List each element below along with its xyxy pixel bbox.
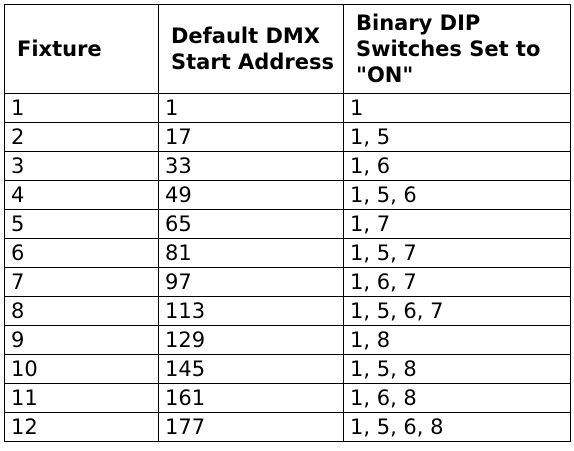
- cell-dip-switches-on: 1: [343, 93, 571, 123]
- cell-dmx-start-address: 33: [158, 151, 344, 181]
- cell-fixture: 12: [4, 412, 159, 442]
- cell-dmx-start-address: 81: [158, 238, 344, 268]
- cell-dmx-start-address: 17: [158, 122, 344, 152]
- dmx-address-table: Fixture Default DMX Start Address Binary…: [4, 4, 571, 442]
- cell-fixture: 10: [4, 354, 159, 384]
- cell-dip-switches-on: 1, 7: [343, 209, 571, 239]
- cell-fixture: 11: [4, 383, 159, 413]
- cell-dmx-start-address: 161: [158, 383, 344, 413]
- table-row: 4 49 1, 5, 6: [4, 180, 571, 210]
- cell-dmx-start-address: 129: [158, 325, 344, 355]
- table-row: 7 97 1, 6, 7: [4, 267, 571, 297]
- table-row: 3 33 1, 6: [4, 151, 571, 181]
- cell-dmx-start-address: 1: [158, 93, 344, 123]
- cell-fixture: 4: [4, 180, 159, 210]
- cell-dip-switches-on: 1, 5, 8: [343, 354, 571, 384]
- table-row: 2 17 1, 5: [4, 122, 571, 152]
- header-fixture: Fixture: [4, 4, 159, 94]
- cell-dmx-start-address: 65: [158, 209, 344, 239]
- cell-dip-switches-on: 1, 5: [343, 122, 571, 152]
- cell-fixture: 8: [4, 296, 159, 326]
- cell-dmx-start-address: 49: [158, 180, 344, 210]
- cell-fixture: 5: [4, 209, 159, 239]
- table-header: Fixture Default DMX Start Address Binary…: [4, 4, 571, 94]
- header-row: Fixture Default DMX Start Address Binary…: [4, 4, 571, 94]
- cell-dmx-start-address: 97: [158, 267, 344, 297]
- cell-dip-switches-on: 1, 5, 6, 7: [343, 296, 571, 326]
- cell-fixture: 1: [4, 93, 159, 123]
- cell-fixture: 3: [4, 151, 159, 181]
- cell-fixture: 2: [4, 122, 159, 152]
- table-row: 5 65 1, 7: [4, 209, 571, 239]
- cell-dip-switches-on: 1, 6, 7: [343, 267, 571, 297]
- cell-fixture: 9: [4, 325, 159, 355]
- table-body: 1 1 1 2 17 1, 5 3 33 1, 6 4 49 1, 5, 6 5 65 1, 7 6 81 1, …: [4, 93, 571, 442]
- cell-dip-switches-on: 1, 5, 7: [343, 238, 571, 268]
- table-row: 8 113 1, 5, 6, 7: [4, 296, 571, 326]
- header-binary-dip-switches-on: Binary DIP Switches Set to "ON": [343, 4, 571, 94]
- cell-dip-switches-on: 1, 5, 6: [343, 180, 571, 210]
- table-row: 6 81 1, 5, 7: [4, 238, 571, 268]
- cell-fixture: 7: [4, 267, 159, 297]
- table-row: 11 161 1, 6, 8: [4, 383, 571, 413]
- cell-dmx-start-address: 145: [158, 354, 344, 384]
- cell-dip-switches-on: 1, 6, 8: [343, 383, 571, 413]
- cell-dmx-start-address: 177: [158, 412, 344, 442]
- header-default-dmx-start-address: Default DMX Start Address: [158, 4, 344, 94]
- table-row: 10 145 1, 5, 8: [4, 354, 571, 384]
- cell-dip-switches-on: 1, 5, 6, 8: [343, 412, 571, 442]
- cell-dmx-start-address: 113: [158, 296, 344, 326]
- cell-dip-switches-on: 1, 6: [343, 151, 571, 181]
- cell-fixture: 6: [4, 238, 159, 268]
- cell-dip-switches-on: 1, 8: [343, 325, 571, 355]
- table-row: 9 129 1, 8: [4, 325, 571, 355]
- table-row: 12 177 1, 5, 6, 8: [4, 412, 571, 442]
